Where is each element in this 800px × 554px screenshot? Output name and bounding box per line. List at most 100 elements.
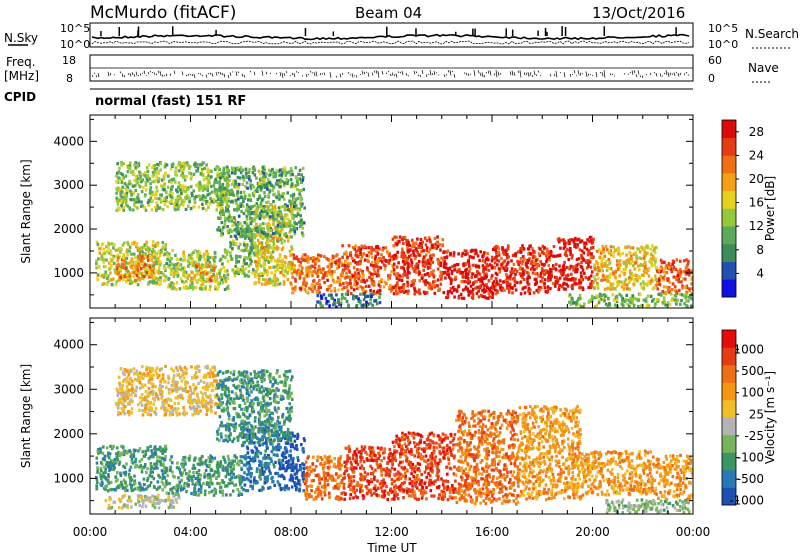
- power-cell: [128, 182, 131, 186]
- power-cell: [551, 281, 555, 286]
- power-cell: [624, 267, 628, 271]
- power-cell: [119, 250, 122, 254]
- power-cell: [284, 269, 287, 273]
- power-cell: [510, 267, 514, 271]
- nave-mark: [215, 71, 218, 76]
- power-cell: [223, 287, 227, 291]
- power-cell: [282, 280, 286, 284]
- power-cell: [521, 255, 525, 259]
- power-cell: [414, 254, 418, 258]
- power-cell: [200, 283, 203, 287]
- power-cell: [464, 273, 468, 277]
- power-cell: [534, 272, 537, 276]
- power-cell: [667, 287, 671, 291]
- power-cell: [272, 243, 276, 247]
- power-cell: [225, 168, 229, 172]
- power-cell: [175, 196, 179, 200]
- power-cell: [656, 287, 659, 291]
- power-cell: [317, 285, 321, 289]
- power-cell: [606, 274, 610, 278]
- power-cell: [604, 302, 608, 306]
- power-cell: [497, 259, 501, 263]
- nave-mark: [145, 74, 148, 77]
- velocity-cell: [117, 462, 121, 466]
- power-cell: [565, 254, 569, 258]
- power-cell: [271, 214, 275, 218]
- power-cell: [257, 169, 261, 173]
- power-cell: [446, 268, 450, 273]
- nave-mark: [443, 74, 446, 78]
- power-cell: [123, 266, 126, 270]
- power-cell: [373, 270, 377, 274]
- power-cell: [170, 287, 174, 291]
- power-cell: [470, 275, 473, 279]
- power-cell: [425, 291, 429, 295]
- power-cell: [142, 186, 145, 190]
- power-cell: [645, 245, 648, 249]
- power-cell: [498, 270, 501, 274]
- power-cell: [103, 273, 106, 277]
- power-cell: [253, 203, 257, 207]
- power-cell: [240, 210, 243, 214]
- power-cell: [174, 269, 178, 273]
- power-cell: [488, 287, 491, 291]
- power-cell: [494, 257, 498, 261]
- power-cell: [673, 285, 677, 289]
- power-cell: [437, 262, 440, 266]
- power-cell: [411, 238, 414, 242]
- velocity-cell: [115, 470, 119, 475]
- power-cell: [300, 204, 303, 208]
- power-cell: [249, 179, 252, 183]
- power-cell: [669, 267, 673, 271]
- power-cell: [289, 173, 293, 177]
- power-cell: [596, 269, 600, 273]
- power-cell: [325, 302, 328, 306]
- power-cell: [609, 245, 613, 249]
- power-cell: [501, 247, 504, 251]
- power-cell: [624, 264, 628, 268]
- power-cell: [124, 267, 128, 271]
- power-cell: [615, 298, 619, 302]
- power-cell: [443, 256, 446, 260]
- power-cell: [331, 270, 334, 274]
- power-cell: [206, 188, 210, 193]
- power-cell: [323, 255, 326, 259]
- power-cell: [301, 176, 305, 180]
- power-cell: [365, 278, 369, 282]
- power-cell: [351, 256, 354, 261]
- power-cell: [350, 286, 353, 290]
- power-cell: [157, 282, 160, 286]
- power-cell: [210, 275, 214, 279]
- power-cell: [301, 166, 305, 170]
- power-cell: [125, 256, 129, 260]
- nave-mark: [161, 74, 164, 77]
- power-cell: [685, 264, 689, 268]
- power-cell: [266, 224, 270, 228]
- nave-mark: [107, 71, 110, 77]
- power-cell: [223, 219, 227, 223]
- power-cell: [155, 208, 158, 212]
- nave-label: Nave: [748, 61, 779, 75]
- power-cell: [259, 214, 262, 218]
- power-cell: [375, 302, 379, 306]
- power-cell: [649, 257, 653, 261]
- power-cell: [281, 192, 284, 196]
- power-cell: [668, 290, 671, 294]
- nave-mark: [645, 74, 648, 76]
- power-cell: [229, 234, 233, 239]
- power-cell: [201, 270, 205, 275]
- power-cell: [582, 251, 586, 255]
- power-cell: [292, 228, 295, 232]
- power-cell: [291, 263, 294, 267]
- power-cell: [681, 284, 684, 288]
- power-cell: [128, 161, 132, 165]
- power-cell: [231, 268, 234, 272]
- nave-mark: [431, 72, 434, 76]
- noise-panel-frame: [89, 22, 694, 48]
- power-cell: [263, 191, 266, 195]
- power-cell: [616, 247, 620, 251]
- power-cell: [587, 285, 590, 290]
- power-cell: [182, 203, 185, 207]
- colorbar-tick-label: 24: [749, 148, 764, 162]
